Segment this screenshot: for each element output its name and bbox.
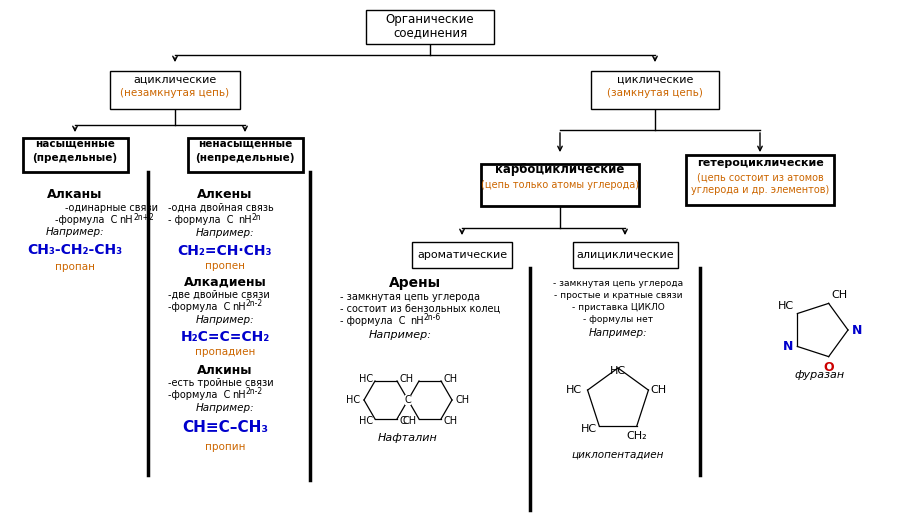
Text: CH: CH: [832, 290, 848, 301]
Bar: [110, 71, 240, 109]
Text: -формула  C: -формула C: [55, 215, 117, 225]
Text: 2n-2: 2n-2: [246, 299, 263, 308]
Text: (замкнутая цепь): (замкнутая цепь): [607, 88, 703, 98]
Text: гетероциклические: гетероциклические: [697, 158, 824, 168]
Text: HC: HC: [610, 366, 626, 376]
Text: N: N: [852, 323, 863, 336]
Text: Например:: Например:: [45, 227, 104, 237]
Text: Нафталин: Нафталин: [378, 433, 438, 443]
Text: HC: HC: [581, 424, 597, 434]
Text: (цепь только атомы углерода): (цепь только атомы углерода): [481, 180, 639, 190]
Text: пропан: пропан: [55, 262, 95, 272]
Bar: [572, 242, 678, 268]
Text: nH: nH: [410, 316, 424, 326]
Text: C: C: [405, 395, 412, 405]
Text: - состоит из бензольных колец: - состоит из бензольных колец: [340, 304, 501, 314]
Text: HC: HC: [778, 301, 795, 310]
Text: Например:: Например:: [196, 315, 254, 325]
Bar: [412, 242, 512, 268]
Text: nH: nH: [232, 390, 246, 400]
Text: (непредельные): (непредельные): [195, 153, 295, 163]
Text: 2n: 2n: [252, 212, 261, 222]
Text: Алканы: Алканы: [47, 188, 102, 201]
Text: - формула  C: - формула C: [340, 316, 405, 326]
Text: CH₂=CH·CH₃: CH₂=CH·CH₃: [178, 244, 272, 258]
Text: карбоциклические: карбоциклические: [495, 163, 625, 176]
Text: -одна двойная связь: -одна двойная связь: [168, 203, 274, 213]
Text: -одинарные связи: -одинарные связи: [65, 203, 158, 213]
Text: Алкадиены: Алкадиены: [183, 276, 267, 289]
Text: Например:: Например:: [196, 403, 254, 413]
Text: Алкины: Алкины: [197, 363, 253, 376]
Text: N: N: [783, 340, 794, 353]
Text: ненасыщенные: ненасыщенные: [198, 139, 292, 149]
Bar: [188, 138, 303, 172]
Bar: [591, 71, 719, 109]
Text: -формула  C: -формула C: [168, 302, 230, 312]
Text: циклопентадиен: циклопентадиен: [571, 450, 664, 460]
Text: CH₂: CH₂: [627, 431, 647, 441]
Text: CH: CH: [399, 374, 413, 384]
Text: Арены: Арены: [389, 276, 441, 290]
Text: -формула  C: -формула C: [168, 390, 230, 400]
Text: nH: nH: [119, 215, 132, 225]
Text: HC: HC: [346, 395, 360, 405]
Text: Например:: Например:: [196, 228, 254, 238]
Text: соединения: соединения: [393, 26, 467, 39]
Text: Например:: Например:: [589, 328, 648, 338]
Text: -есть тройные связи: -есть тройные связи: [168, 378, 274, 388]
Text: -две двойные связи: -две двойные связи: [168, 290, 269, 300]
Bar: [481, 164, 639, 206]
Text: (цепь состоит из атомов: (цепь состоит из атомов: [697, 172, 824, 182]
Text: CH: CH: [443, 374, 457, 384]
Text: пропин: пропин: [205, 442, 245, 452]
Text: O: O: [824, 361, 834, 374]
Bar: [366, 10, 494, 44]
Bar: [686, 155, 834, 205]
Text: - простые и кратные связи: - простые и кратные связи: [554, 291, 682, 299]
Text: C: C: [399, 416, 405, 426]
Text: nH: nH: [238, 215, 251, 225]
Text: Органические: Органические: [385, 13, 474, 26]
Text: 2n+2: 2n+2: [133, 212, 154, 222]
Text: CH≡C–CH₃: CH≡C–CH₃: [182, 420, 268, 435]
Text: CH₃-CH₂-CH₃: CH₃-CH₂-CH₃: [27, 243, 122, 257]
Text: углерода и др. элементов): углерода и др. элементов): [691, 185, 829, 195]
Text: nH: nH: [232, 302, 246, 312]
Text: фуразан: фуразан: [795, 370, 845, 380]
Text: циклические: циклические: [617, 75, 693, 85]
Text: ациклические: ациклические: [133, 75, 217, 85]
Text: CH: CH: [403, 416, 417, 426]
Text: CH: CH: [443, 416, 457, 426]
Text: Например:: Например:: [368, 330, 432, 340]
Text: 2n-2: 2n-2: [246, 388, 263, 397]
Text: CH: CH: [456, 395, 470, 405]
Text: - замкнутая цепь углерода: - замкнутая цепь углерода: [553, 279, 683, 288]
Text: HC: HC: [565, 385, 581, 395]
Text: - приставка ЦИКЛО: - приставка ЦИКЛО: [571, 303, 664, 311]
Text: (предельные): (предельные): [33, 153, 118, 163]
Text: H₂C=C=CH₂: H₂C=C=CH₂: [180, 330, 269, 344]
Text: алициклические: алициклические: [576, 250, 674, 260]
Text: пропен: пропен: [205, 261, 245, 271]
Text: насыщенные: насыщенные: [35, 139, 115, 149]
Text: CH: CH: [650, 385, 667, 395]
Text: ароматические: ароматические: [417, 250, 507, 260]
Text: Алкены: Алкены: [198, 188, 253, 201]
Text: HC: HC: [359, 416, 373, 426]
Text: HC: HC: [359, 374, 373, 384]
Text: пропадиен: пропадиен: [195, 347, 255, 357]
Text: - формулы нет: - формулы нет: [583, 315, 653, 323]
Text: (незамкнутая цепь): (незамкнутая цепь): [121, 88, 229, 98]
Text: - формула  C: - формула C: [168, 215, 233, 225]
Text: 2n-6: 2n-6: [424, 313, 441, 322]
Text: - замкнутая цепь углерода: - замкнутая цепь углерода: [340, 292, 480, 302]
Bar: [23, 138, 128, 172]
